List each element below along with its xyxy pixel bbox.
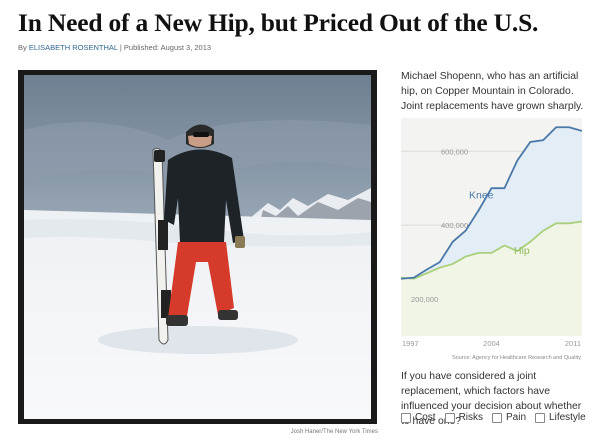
y-tick-label: 400,000: [441, 221, 468, 230]
poll-option-label: Cost: [415, 412, 436, 423]
snowboarder-photo: [24, 75, 371, 419]
checkbox-lifestyle[interactable]: [535, 412, 546, 423]
byline-separator: |: [119, 43, 122, 52]
photo-caption: Michael Shopenn, who has an artificial h…: [401, 71, 584, 112]
poll-question: If you have considered a joint replaceme…: [401, 371, 582, 427]
poll-option-risks[interactable]: Risks: [444, 412, 484, 423]
x-tick-label: 2011: [565, 339, 581, 348]
joint-replacement-chart: 200,000 400,000 600,000 Knee Hip 1997 2004 2011: [401, 118, 582, 348]
y-tick-label: 600,000: [441, 147, 468, 156]
series-label-knee: Knee: [469, 190, 494, 202]
hip-line: [401, 220, 582, 280]
article-photo[interactable]: [18, 70, 377, 424]
y-tick-label: 200,000: [411, 295, 438, 304]
publish-date: Published: August 3, 2013: [123, 43, 212, 52]
knee-line: [401, 126, 582, 280]
byline-prefix: By: [18, 43, 27, 52]
poll-option-cost[interactable]: Cost: [401, 412, 436, 423]
poll-option-label: Risks: [458, 412, 484, 423]
article-headline: In Need of a New Hip, but Priced Out of …: [18, 8, 539, 37]
x-tick-label: 1997: [402, 339, 419, 348]
poll-option-label: Pain: [506, 412, 527, 423]
byline: By ELISABETH ROSENTHAL | Published: Augu…: [18, 43, 211, 52]
hip-area: [401, 221, 582, 336]
poll-option-label: Lifestyle: [549, 412, 586, 423]
chart-source: Source: Agency for Healthcare Research a…: [451, 355, 581, 361]
poll-options: Cost Risks Pain Lifestyle: [401, 412, 586, 423]
author-link[interactable]: ELISABETH ROSENTHAL: [28, 43, 118, 52]
photo-credit: Josh Haner/The New York Times: [290, 429, 378, 435]
poll-option-lifestyle[interactable]: Lifestyle: [535, 412, 586, 423]
checkbox-risks[interactable]: [444, 412, 455, 423]
checkbox-pain[interactable]: [492, 412, 503, 423]
poll-option-pain[interactable]: Pain: [492, 412, 526, 423]
x-tick-label: 2004: [483, 339, 500, 348]
checkbox-cost[interactable]: [401, 412, 411, 423]
series-label-hip: Hip: [514, 245, 530, 257]
